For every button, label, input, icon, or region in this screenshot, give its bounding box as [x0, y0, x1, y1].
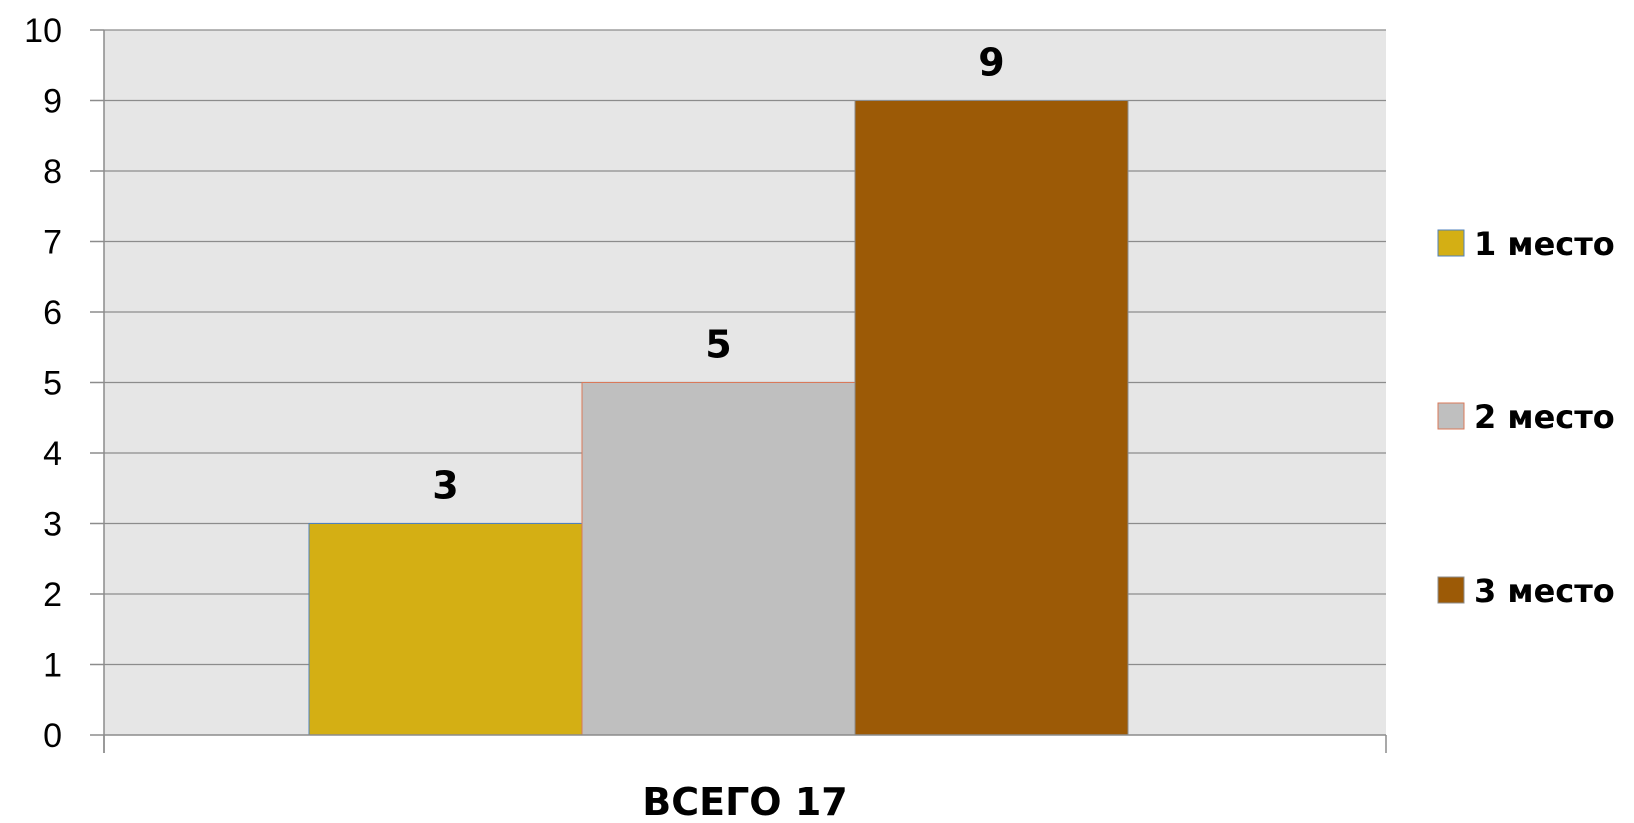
data-label-1: 3: [432, 464, 458, 508]
data-label-2: 5: [705, 323, 731, 367]
legend: 1 место 2 место 3 место: [1437, 225, 1615, 610]
y-axis-ticks: 0 1 2 3 4 5 6 7 8 9 10: [24, 12, 104, 755]
y-tick-label: 3: [43, 506, 62, 544]
legend-label-1: 1 место: [1474, 225, 1615, 263]
bar-1: [308, 523, 583, 736]
y-tick-label: 4: [43, 435, 62, 473]
y-tick-label: 6: [43, 294, 62, 332]
y-tick-label: 9: [43, 83, 62, 121]
y-tick-label: 5: [43, 365, 62, 403]
y-tick-label: 7: [43, 224, 62, 262]
bar-2: [581, 382, 856, 736]
y-tick-label: 8: [43, 153, 62, 191]
data-labels: 3 5 9: [432, 41, 1004, 508]
y-tick-label: 1: [43, 647, 62, 685]
y-tick-label: 0: [43, 717, 62, 755]
y-tick-label: 10: [24, 12, 62, 50]
data-label-3: 9: [978, 41, 1004, 85]
legend-label-3: 3 место: [1474, 572, 1615, 610]
legend-swatch-2: [1437, 402, 1465, 430]
legend-swatch-3: [1437, 576, 1465, 604]
legend-label-2: 2 место: [1474, 398, 1615, 436]
y-tick-label: 2: [43, 576, 62, 614]
category-label: ВСЕГО 17: [642, 780, 847, 823]
bars: [308, 100, 1129, 736]
legend-swatch-1: [1437, 229, 1465, 257]
bar-3: [854, 100, 1129, 736]
